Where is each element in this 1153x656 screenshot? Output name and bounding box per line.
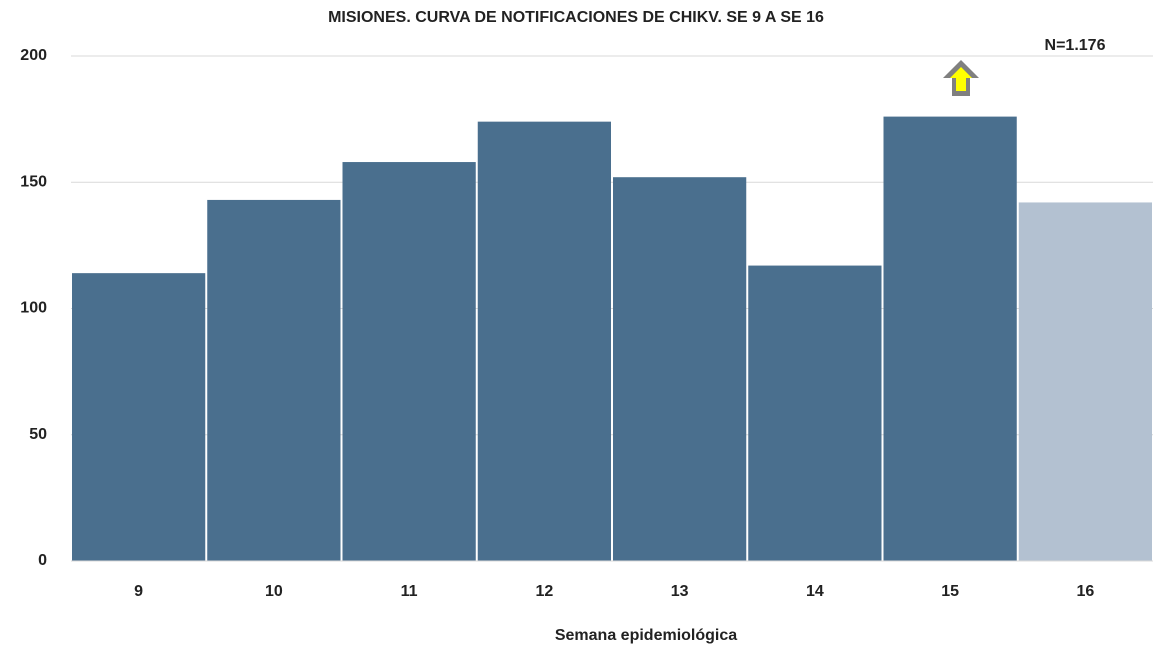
bar xyxy=(72,273,206,561)
x-tick-label: 12 xyxy=(535,583,553,600)
y-tick-label: 100 xyxy=(20,300,47,317)
bar xyxy=(883,116,1017,561)
x-tick-label: 11 xyxy=(401,583,418,600)
y-tick-label: 50 xyxy=(29,426,47,443)
annotation: N=1.176 xyxy=(1045,37,1106,54)
x-axis-label: Semana epidemiológica xyxy=(555,627,737,644)
y-tick-label: 150 xyxy=(20,173,47,190)
y-tick-label: 0 xyxy=(38,552,47,569)
x-tick-label: 13 xyxy=(671,583,689,600)
bar xyxy=(1018,202,1152,561)
plot-area: 0 50 100 150 200 9 10 11 12 13 14 15 16 xyxy=(20,47,1153,600)
bar xyxy=(207,199,341,562)
arrow-icon-fill xyxy=(950,67,972,91)
bar xyxy=(477,121,611,562)
x-tick-label: 10 xyxy=(265,583,283,600)
chart-title: MISIONES. CURVA DE NOTIFICACIONES DE CHI… xyxy=(328,9,824,26)
x-tick-label: 9 xyxy=(134,583,143,600)
x-tick-label: 15 xyxy=(941,583,959,600)
x-tick-label: 14 xyxy=(806,583,824,600)
bar xyxy=(342,162,476,562)
bar xyxy=(613,177,747,561)
y-tick-label: 200 xyxy=(20,47,47,64)
x-tick-label: 16 xyxy=(1076,583,1094,600)
bar xyxy=(748,265,882,561)
